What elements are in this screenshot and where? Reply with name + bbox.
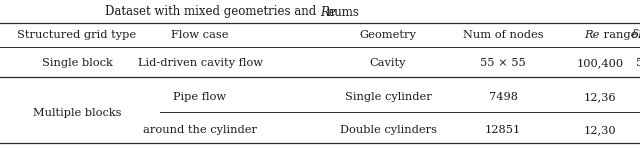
Text: around the cylinder: around the cylinder — [143, 125, 257, 135]
Text: 12,30: 12,30 — [584, 125, 616, 135]
Text: Single cylinder: Single cylinder — [344, 92, 431, 102]
Text: 100,400: 100,400 — [577, 58, 623, 68]
Text: Re: Re — [584, 30, 600, 40]
Text: Multiple blocks: Multiple blocks — [33, 108, 121, 119]
Text: Re: Re — [320, 5, 336, 18]
Text: Cavity: Cavity — [370, 58, 406, 68]
Text: Flow case: Flow case — [172, 30, 228, 40]
Text: 50: 50 — [636, 58, 640, 68]
Text: Single block: Single block — [42, 58, 113, 68]
Text: 7498: 7498 — [488, 92, 518, 102]
Text: Lid-driven cavity flow: Lid-driven cavity flow — [138, 58, 262, 68]
Text: 12,36: 12,36 — [584, 92, 616, 102]
Text: Pipe flow: Pipe flow — [173, 92, 227, 102]
Text: Geometry: Geometry — [360, 30, 417, 40]
Text: range: range — [600, 30, 637, 40]
Text: δRe: δRe — [632, 30, 640, 40]
Text: 12851: 12851 — [485, 125, 521, 135]
Text: 55 × 55: 55 × 55 — [480, 58, 526, 68]
Text: nums: nums — [323, 5, 359, 18]
Text: Dataset with mixed geometries and: Dataset with mixed geometries and — [105, 5, 320, 18]
Text: Double cylinders: Double cylinders — [339, 125, 436, 135]
Text: Structured grid type: Structured grid type — [17, 30, 136, 40]
Text: Num of nodes: Num of nodes — [463, 30, 543, 40]
